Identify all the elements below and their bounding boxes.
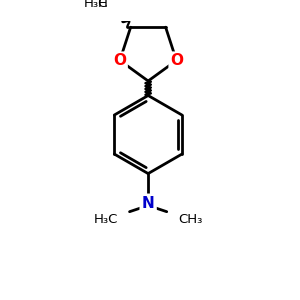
- Text: H₃C: H₃C: [94, 213, 119, 226]
- Text: O: O: [113, 53, 126, 68]
- Text: N: N: [142, 196, 155, 211]
- Text: H₃C: H₃C: [83, 0, 108, 10]
- Text: CH₃: CH₃: [178, 213, 202, 226]
- Text: O: O: [170, 53, 183, 68]
- Text: H: H: [98, 0, 108, 10]
